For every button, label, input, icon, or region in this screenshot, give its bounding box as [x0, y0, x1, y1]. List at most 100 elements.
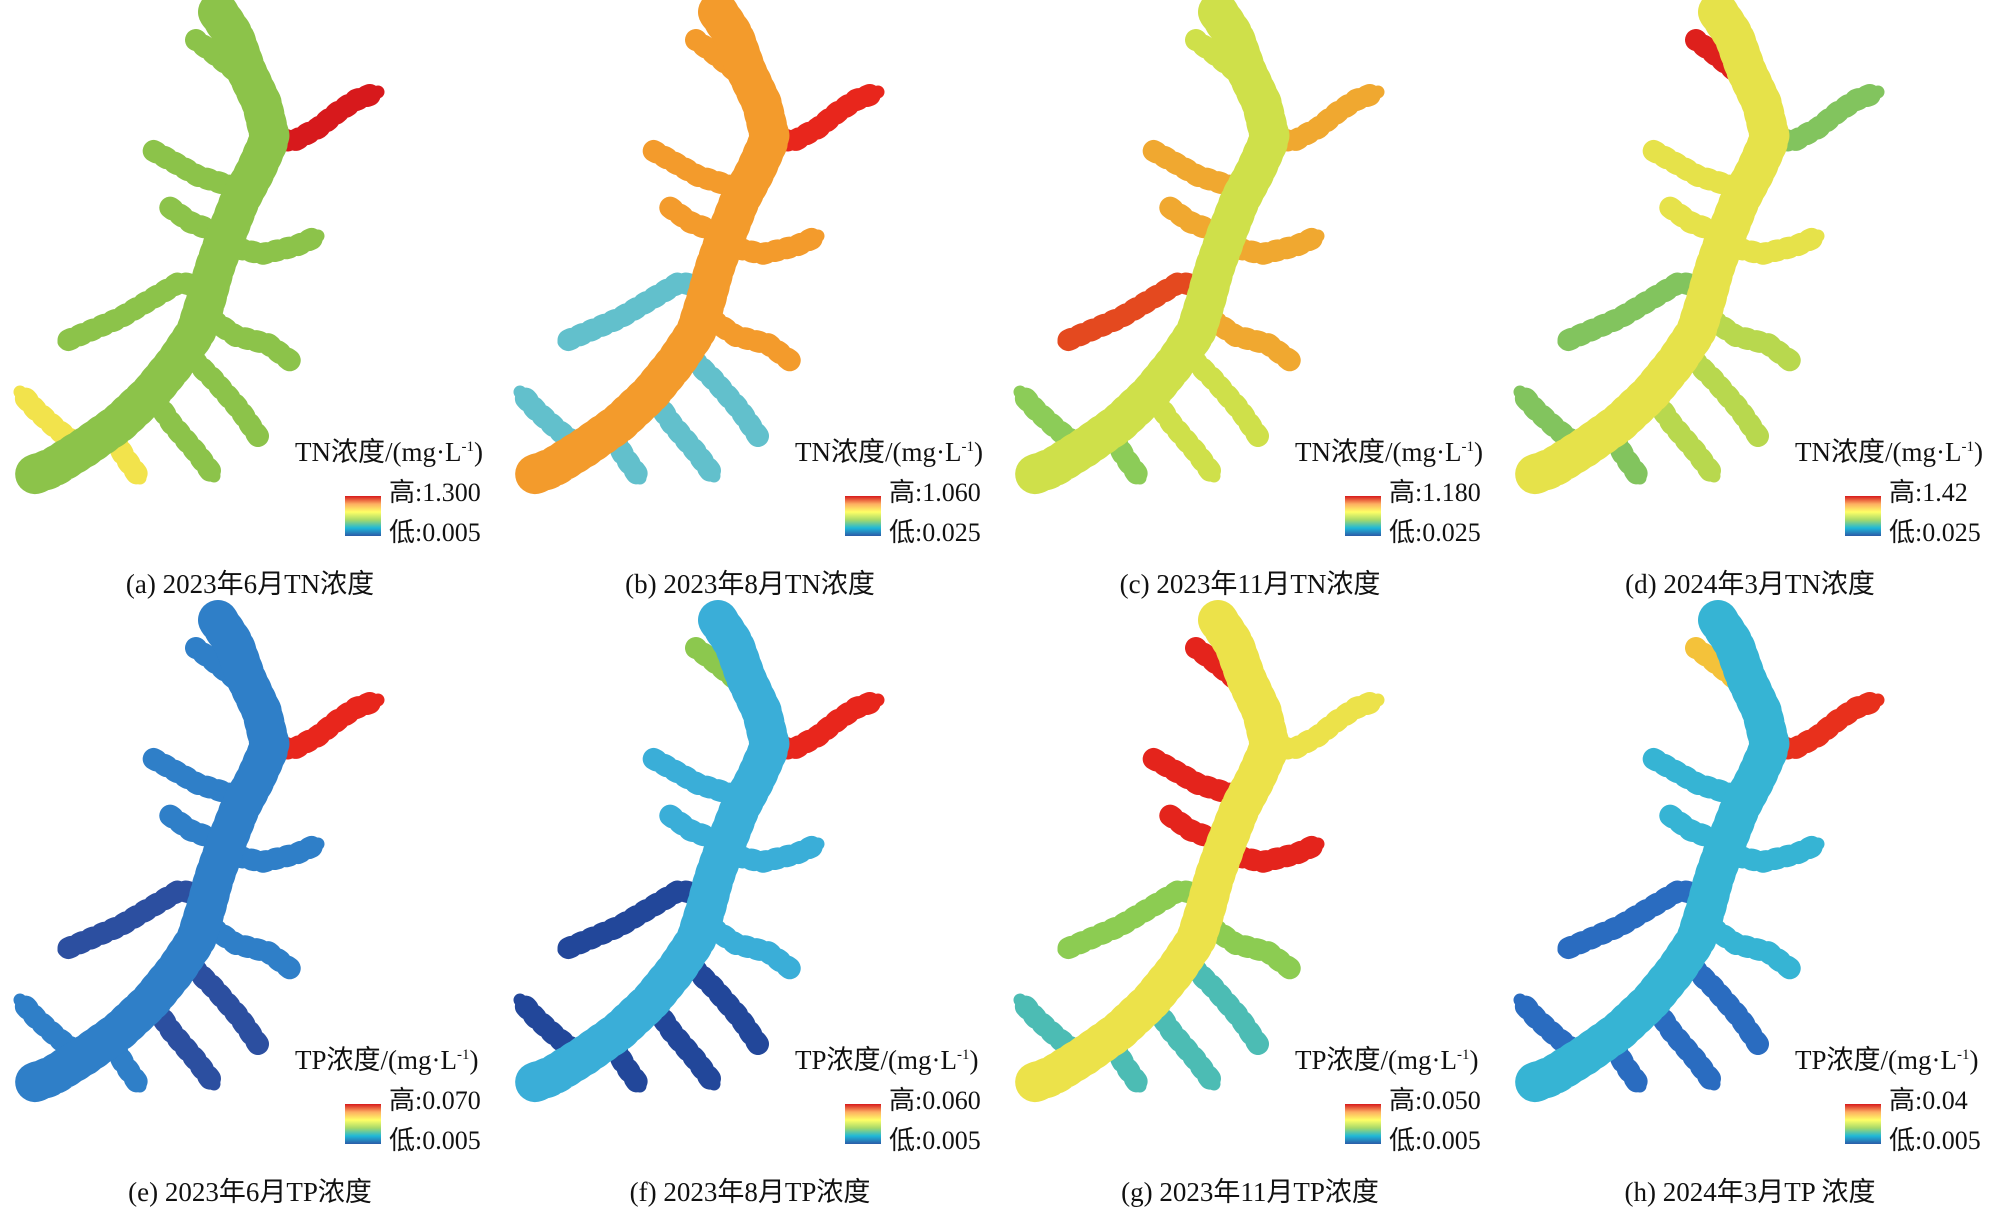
legend-high-label: 高:1.060 — [889, 478, 981, 507]
legend-unit-close: ) — [1973, 437, 1983, 467]
legend: TP浓度/(mg·L-1) 高:0.04 低:0.005 — [1795, 1040, 1999, 1160]
legend: TP浓度/(mg·L-1) 高:0.070 低:0.005 — [295, 1040, 500, 1160]
legend-low-label: 低:0.005 — [1889, 1126, 1981, 1155]
reservoir-inlet-texture — [1217, 225, 1329, 265]
panel-caption: (d) 2024年3月TN浓度 — [1625, 569, 1875, 599]
map-panel-d: TN浓度/(mg·L-1) 高:1.42 低:0.025 (d) 2024年3月TN浓… — [1500, 0, 1999, 608]
legend-high-label: 高:0.060 — [889, 1086, 981, 1115]
legend-high-label: 高:1.180 — [1389, 478, 1481, 507]
reservoir-inlet-texture — [1141, 747, 1255, 809]
map-panel-f: TP浓度/(mg·L-1) 高:0.060 低:0.005 (f) 2023年8月TP… — [500, 600, 1000, 1216]
reservoir-shore-texture — [10, 600, 290, 1104]
legend-parameter: TN — [1295, 437, 1331, 467]
legend-unit-exponent: -1 — [461, 439, 474, 455]
legend-low-label: 低:0.005 — [889, 1126, 981, 1155]
legend-unit: 浓度/(mg·L — [1826, 1045, 1957, 1075]
reservoir-inlet-texture — [53, 879, 223, 961]
reservoir-map — [509, 0, 889, 496]
reservoir-inlet-texture — [141, 747, 255, 809]
legend-low-label: 低:0.005 — [389, 1126, 481, 1155]
legend-parameter: TN — [295, 437, 331, 467]
legend: TN浓度/(mg·L-1) 高:1.180 低:0.025 — [1295, 432, 1500, 552]
reservoir-inlet-texture — [717, 833, 829, 873]
legend-low-label: 低:0.025 — [1889, 518, 1981, 547]
legend-color-ramp — [1845, 1104, 1881, 1144]
legend-unit-close: ) — [969, 1045, 979, 1075]
reservoir-shore-texture — [510, 0, 790, 496]
reservoir-shore-texture — [510, 600, 790, 1104]
legend-unit-exponent: -1 — [1457, 1047, 1470, 1063]
panel-caption: (e) 2023年6月TP浓度 — [128, 1177, 372, 1207]
legend-color-ramp — [345, 1104, 381, 1144]
reservoir-inlet-texture — [1193, 911, 1303, 981]
reservoir-inlet-texture — [175, 949, 269, 1055]
legend-unit: 浓度/(mg·L — [1831, 437, 1962, 467]
reservoir-inlet-texture — [1141, 139, 1255, 201]
legend-unit: 浓度/(mg·L — [826, 1045, 957, 1075]
legend-low-label: 低:0.025 — [1389, 518, 1481, 547]
panel-caption: (g) 2023年11月TP浓度 — [1121, 1177, 1379, 1207]
reservoir-map — [1509, 600, 1889, 1104]
legend-unit-close: ) — [1969, 1045, 1979, 1075]
legend-unit-exponent: -1 — [457, 1047, 470, 1063]
legend-color-ramp — [1345, 496, 1381, 536]
legend-unit-exponent: -1 — [961, 439, 974, 455]
legend-title: TP浓度/(mg·L-1) — [1795, 1040, 1979, 1075]
legend-unit-exponent: -1 — [1461, 439, 1474, 455]
reservoir-map — [1009, 600, 1389, 1104]
reservoir-shore-texture — [10, 0, 290, 496]
reservoir-inlet-texture — [193, 911, 303, 981]
legend-unit: 浓度/(mg·L — [331, 437, 462, 467]
reservoir-inlet-texture — [717, 225, 829, 265]
reservoir-inlet-texture — [1641, 747, 1755, 809]
reservoir-inlet-texture — [175, 341, 269, 447]
reservoir-inlet-texture — [675, 341, 769, 447]
reservoir-inlet-texture — [1217, 833, 1329, 873]
legend-unit-close: ) — [1469, 1045, 1479, 1075]
reservoir-inlet-texture — [1175, 949, 1269, 1055]
legend-color-ramp — [1345, 1104, 1381, 1144]
legend-unit: 浓度/(mg·L — [1326, 1045, 1457, 1075]
reservoir-inlet-texture — [1717, 833, 1829, 873]
legend-low-label: 低:0.025 — [889, 518, 981, 547]
legend-title: TN浓度/(mg·L-1) — [795, 432, 983, 467]
legend-low-label: 低:0.005 — [1389, 1126, 1481, 1155]
reservoir-inlet-texture — [641, 747, 755, 809]
legend-color-ramp — [845, 1104, 881, 1144]
legend-color-ramp — [345, 496, 381, 536]
legend-parameter: TP — [1295, 1045, 1327, 1075]
reservoir-inlet-texture — [693, 303, 803, 373]
reservoir-inlet-texture — [1641, 139, 1755, 201]
legend: TP浓度/(mg·L-1) 高:0.050 低:0.005 — [1295, 1040, 1500, 1160]
legend-parameter: TP — [295, 1045, 327, 1075]
legend-high-label: 高:1.300 — [389, 478, 481, 507]
reservoir-map — [509, 600, 889, 1104]
map-panel-h: TP浓度/(mg·L-1) 高:0.04 低:0.005 (h) 2024年3月TP … — [1500, 600, 1999, 1216]
legend: TP浓度/(mg·L-1) 高:0.060 低:0.005 — [795, 1040, 1000, 1160]
legend-color-ramp — [1845, 496, 1881, 536]
reservoir-inlet-texture — [1675, 949, 1769, 1055]
reservoir-inlet-texture — [553, 879, 723, 961]
legend-unit-exponent: -1 — [957, 1047, 970, 1063]
map-panel-g: TP浓度/(mg·L-1) 高:0.050 低:0.005 (g) 2023年11月T… — [1000, 600, 1500, 1216]
legend-high-label: 高:0.04 — [1889, 1086, 1968, 1115]
legend-unit: 浓度/(mg·L — [1331, 437, 1462, 467]
legend-unit-close: ) — [973, 437, 983, 467]
reservoir-inlet-texture — [1175, 341, 1269, 447]
reservoir-inlet-texture — [193, 303, 303, 373]
legend: TN浓度/(mg·L-1) 高:1.300 低:0.005 — [295, 432, 500, 552]
panel-caption: (h) 2024年3月TP 浓度 — [1624, 1177, 1876, 1207]
reservoir-shore-texture — [1510, 600, 1790, 1104]
legend-parameter: TN — [1795, 437, 1831, 467]
reservoir-inlet-texture — [1717, 225, 1829, 265]
map-panel-c: TN浓度/(mg·L-1) 高:1.180 低:0.025 (c) 2023年11月T… — [1000, 0, 1500, 608]
reservoir-map — [1009, 0, 1389, 496]
legend-title: TP浓度/(mg·L-1) — [795, 1040, 979, 1075]
reservoir-shore-texture — [1510, 0, 1790, 496]
reservoir-inlet-texture — [1693, 911, 1803, 981]
reservoir-inlet-texture — [1193, 303, 1303, 373]
reservoir-inlet-texture — [1053, 271, 1223, 353]
reservoir-shore-texture — [1010, 600, 1290, 1104]
legend: TN浓度/(mg·L-1) 高:1.060 低:0.025 — [795, 432, 1000, 552]
